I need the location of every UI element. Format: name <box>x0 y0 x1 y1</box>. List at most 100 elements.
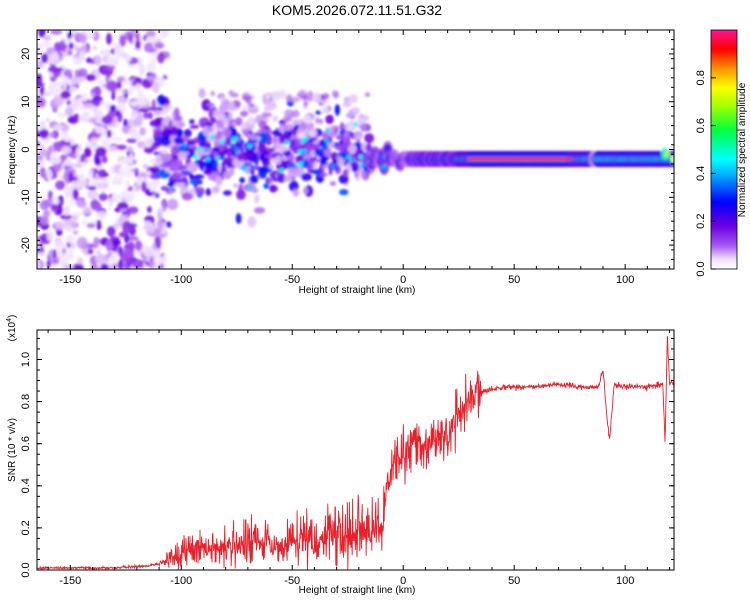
snr-point <box>558 384 559 385</box>
halo-blob <box>212 109 222 117</box>
noise-blob <box>118 167 125 173</box>
noise-blob <box>88 185 97 191</box>
noise-blob <box>145 171 152 176</box>
halo-blob <box>263 112 273 117</box>
scatter-blob <box>241 144 246 151</box>
noise-blob <box>114 109 122 117</box>
scatter-blob <box>189 124 200 129</box>
snr-point <box>598 386 599 387</box>
band-peak <box>566 157 573 161</box>
noise-blob <box>119 34 127 47</box>
colorbar-gradient <box>710 29 738 270</box>
noise-blob <box>151 99 156 110</box>
noise-blob <box>116 76 125 83</box>
scatter-blob <box>329 181 337 186</box>
snr-point <box>607 422 608 423</box>
halo-blob <box>328 129 337 138</box>
snr-point <box>159 563 160 564</box>
scatter-blob <box>222 190 232 196</box>
scatter-blob <box>186 139 196 146</box>
noise-blob <box>73 113 80 120</box>
scatter-blob <box>325 114 334 125</box>
snr-panel: -150 -100 -50 0 50 100 0.0 0.2 0.4 0.6 0.8 1.0 Hei… <box>6 315 675 596</box>
snr-frame <box>36 329 675 571</box>
scatter-blob <box>263 182 270 189</box>
snr-xtick-label: -150 <box>59 575 81 587</box>
spot-blob <box>302 148 308 154</box>
halo-blob <box>248 123 255 131</box>
scatter-blob <box>357 141 362 152</box>
spot-blob <box>247 185 253 191</box>
snr-point <box>614 384 615 385</box>
noise-blob <box>98 193 109 202</box>
colorbar-label: Normalized spectral amplitude <box>737 82 748 217</box>
noise-blob <box>87 181 97 186</box>
scatter-blob <box>276 172 285 182</box>
noise-blob <box>153 110 162 116</box>
snr-point <box>447 437 448 438</box>
noise-blob <box>48 52 61 65</box>
snr-point <box>381 532 382 533</box>
noise-blob <box>60 252 72 262</box>
noise-blob <box>95 210 108 220</box>
noise-blob <box>82 218 88 226</box>
spot-blob <box>324 138 330 144</box>
scatter-blob <box>212 161 219 169</box>
scatter-blob <box>302 187 309 195</box>
noise-blob <box>127 206 139 214</box>
band-core <box>670 156 674 163</box>
noise-blob <box>80 153 85 163</box>
noise-blob <box>70 242 76 249</box>
noise-blob <box>83 158 89 164</box>
halo-blob <box>220 95 226 102</box>
snr-point <box>325 540 326 541</box>
scatter-blob <box>251 187 259 194</box>
halo-blob <box>266 127 272 135</box>
halo-blob <box>272 115 279 122</box>
scatter-blob <box>250 168 255 175</box>
noise-blob <box>126 146 134 153</box>
halo-blob <box>240 110 249 117</box>
scatter-blob <box>364 133 375 144</box>
noise-blob <box>146 76 155 81</box>
noise-blob <box>37 241 41 250</box>
scatter-blob <box>338 189 349 196</box>
scatter-blob <box>234 141 241 149</box>
noise-blob <box>55 180 66 191</box>
snr-point <box>270 546 271 547</box>
noise-blob <box>123 249 135 259</box>
noise-blob <box>97 168 107 178</box>
scatter-blob <box>261 157 271 167</box>
halo-blob <box>354 135 362 140</box>
spot-blob <box>297 149 303 155</box>
noise-blob <box>137 108 149 113</box>
halo-blob <box>316 95 321 102</box>
noise-blob <box>68 42 74 50</box>
figure-title: KOM5.2026.072.11.51.G32 <box>272 2 442 18</box>
noise-blob <box>110 194 122 203</box>
scatter-blob <box>329 125 341 131</box>
noise-blob <box>52 161 62 173</box>
scatter-blob <box>253 207 266 214</box>
noise-blob <box>72 230 79 235</box>
halo-blob <box>261 120 267 127</box>
spectrogram-blobs <box>37 30 674 269</box>
scatter-blob <box>166 198 179 211</box>
spot-blob <box>350 157 356 163</box>
scatter-blob <box>152 81 160 94</box>
halo-blob <box>268 96 274 102</box>
snr-point <box>225 548 226 549</box>
noise-blob <box>70 30 78 34</box>
scatter-blob <box>315 110 322 115</box>
noise-blob <box>38 148 48 158</box>
noise-blob <box>45 117 51 123</box>
snr-point <box>458 418 459 419</box>
snr-point <box>392 468 393 469</box>
spectrogram-image <box>37 30 674 269</box>
halo-blob <box>346 124 352 132</box>
halo-blob <box>278 89 287 100</box>
snr-point <box>665 443 666 444</box>
noise-blob <box>50 204 59 211</box>
halo-blob <box>297 132 305 138</box>
